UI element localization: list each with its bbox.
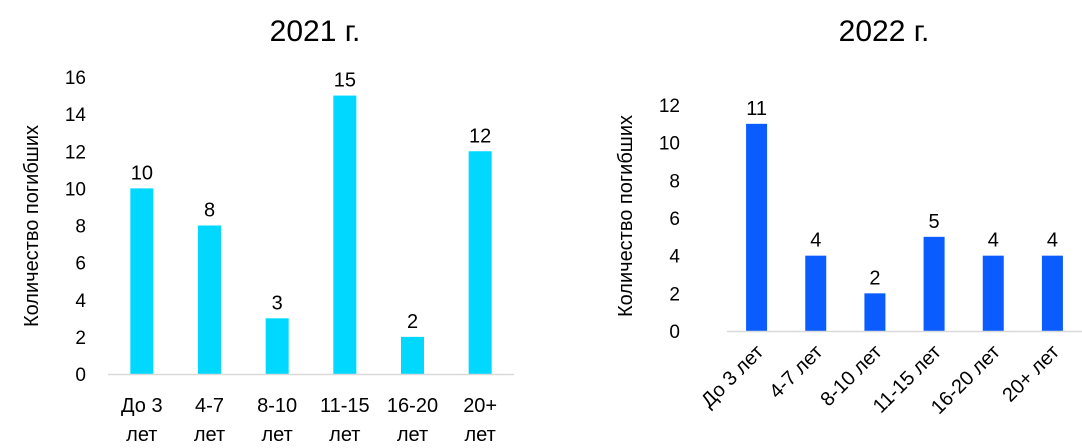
chart-title: 2021 г. <box>270 15 361 48</box>
bar <box>805 255 827 331</box>
bar <box>130 188 154 374</box>
y-tick-label: 4 <box>75 291 86 312</box>
bars <box>130 95 492 374</box>
data-label: 3 <box>272 292 283 314</box>
y-axis-label: Количество погибших <box>21 125 43 327</box>
bar <box>265 318 289 374</box>
category-label: 8-10 лет <box>257 395 297 446</box>
bar <box>198 225 221 374</box>
data-labels: 11 4 2 5 4 4 <box>746 98 1058 290</box>
y-ticks: 0 2 4 6 8 10 12 <box>659 96 681 343</box>
y-ticks: 0 2 4 6 8 10 12 14 16 <box>65 68 87 386</box>
y-tick-label: 12 <box>659 96 680 117</box>
category-label: До 3 лет <box>697 341 768 412</box>
data-label: 15 <box>334 70 356 92</box>
data-label: 11 <box>746 98 767 120</box>
y-tick-label: 0 <box>669 322 680 343</box>
y-tick-label: 0 <box>75 365 86 386</box>
chart-2021: 2021 г. Количество погибших 0 2 4 6 8 10 12 14 1… <box>21 15 514 446</box>
data-label: 12 <box>469 125 491 147</box>
chart-2022: 2022 г. Количество погибших 0 2 4 6 8 10 12 11… <box>615 15 1082 419</box>
y-tick-label: 8 <box>75 217 86 238</box>
y-tick-label: 14 <box>65 105 87 126</box>
data-label: 10 <box>131 162 153 184</box>
category-label: До 3 лет <box>121 395 163 446</box>
data-labels: 10 8 3 15 2 12 <box>131 70 492 333</box>
y-tick-label: 6 <box>75 254 86 275</box>
category-label: 20+ лет <box>463 395 497 446</box>
y-tick-label: 2 <box>669 284 680 305</box>
bar <box>1041 255 1063 331</box>
category-label: 4-7 лет <box>194 395 225 446</box>
bar <box>401 336 424 374</box>
y-tick-label: 10 <box>659 134 680 155</box>
y-tick-label: 10 <box>65 179 86 200</box>
data-label: 4 <box>988 230 999 252</box>
bar <box>333 95 357 374</box>
category-label: 16-20 лет <box>387 395 438 446</box>
category-labels: До 3 лет 4-7 лет 8-10 лет 11-15 лет 16-20 лет 20+ л… <box>121 395 497 446</box>
data-label: 2 <box>869 267 880 289</box>
category-label: 11-15 лет <box>320 395 370 446</box>
y-tick-label: 4 <box>669 247 680 268</box>
data-label: 2 <box>407 311 418 333</box>
data-label: 5 <box>929 211 940 233</box>
y-tick-label: 16 <box>65 68 86 89</box>
bar <box>864 293 886 331</box>
bar <box>923 236 945 331</box>
y-tick-label: 6 <box>669 209 680 230</box>
y-tick-label: 12 <box>65 142 86 163</box>
chart-title: 2022 г. <box>839 15 930 48</box>
data-label: 4 <box>810 230 821 252</box>
bar <box>468 151 492 374</box>
y-axis-label: Количество погибших <box>615 115 637 317</box>
data-label: 4 <box>1047 230 1058 252</box>
data-label: 8 <box>204 200 215 222</box>
y-tick-label: 2 <box>75 328 86 349</box>
y-tick-label: 8 <box>669 171 680 192</box>
bar <box>982 255 1004 331</box>
category-label: 20+ лет <box>998 341 1064 407</box>
bars <box>746 123 1063 331</box>
bar <box>746 123 768 331</box>
